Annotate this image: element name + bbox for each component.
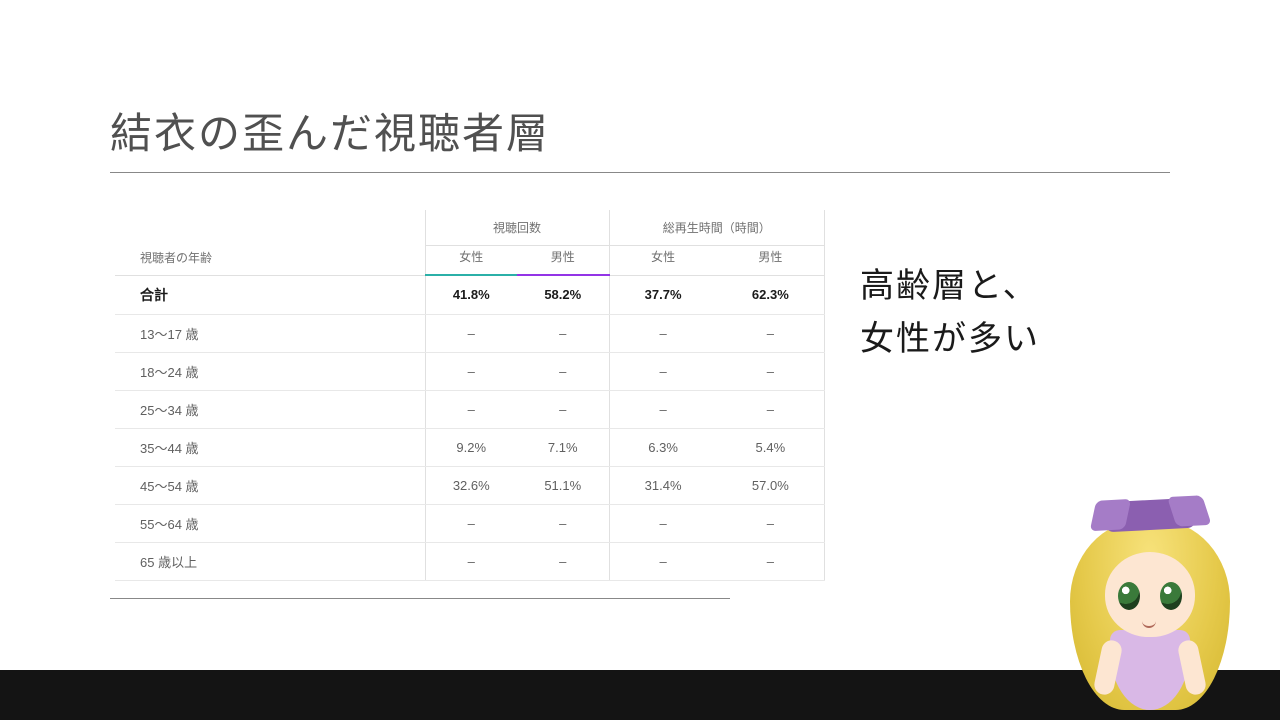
mascot-eye-left	[1118, 582, 1140, 610]
annotation-line-2: 女性が多い	[860, 320, 1040, 358]
annotation-text: 高齢層と、 女性が多い	[860, 260, 1040, 365]
total-label: 合計	[115, 275, 425, 314]
row-header-label: 視聴者の年齢	[115, 210, 425, 275]
table-body: 合計 41.8% 58.2% 37.7% 62.3% 13～17 歳 – – –…	[115, 275, 825, 580]
bottom-underline	[110, 598, 730, 599]
table-row-total: 合計 41.8% 58.2% 37.7% 62.3%	[115, 275, 825, 314]
mascot-eye-right	[1160, 582, 1182, 610]
slide-title: 結衣の歪んだ視聴者層	[110, 100, 550, 161]
col-views-male: 男性	[517, 246, 609, 276]
col-group-watchtime: 総再生時間（時間）	[609, 210, 825, 246]
table-row: 45～54 歳 32.6% 51.1% 31.4% 57.0%	[115, 466, 825, 504]
total-watch-f: 37.7%	[609, 275, 717, 314]
table-row: 35～44 歳 9.2% 7.1% 6.3% 5.4%	[115, 428, 825, 466]
col-watch-male: 男性	[717, 246, 825, 276]
col-views-female: 女性	[425, 246, 517, 276]
title-underline	[110, 172, 1170, 173]
table-row: 55～64 歳 – – – –	[115, 504, 825, 542]
table-row: 25～34 歳 – – – –	[115, 390, 825, 428]
total-watch-m: 62.3%	[717, 275, 825, 314]
table-row: 65 歳以上 – – – –	[115, 542, 825, 580]
annotation-line-1: 高齢層と、	[860, 267, 1039, 305]
mascot-bow	[1104, 498, 1195, 533]
demographics-table: 視聴者の年齢 視聴回数 総再生時間（時間） 女性 男性 女性 男性 合計 41.…	[115, 210, 825, 581]
mascot-illustration	[1050, 490, 1250, 720]
table-row: 13～17 歳 – – – –	[115, 314, 825, 352]
col-watch-female: 女性	[609, 246, 717, 276]
total-views-f: 41.8%	[425, 275, 517, 314]
table-row: 18～24 歳 – – – –	[115, 352, 825, 390]
total-views-m: 58.2%	[517, 275, 609, 314]
col-group-views: 視聴回数	[425, 210, 609, 246]
